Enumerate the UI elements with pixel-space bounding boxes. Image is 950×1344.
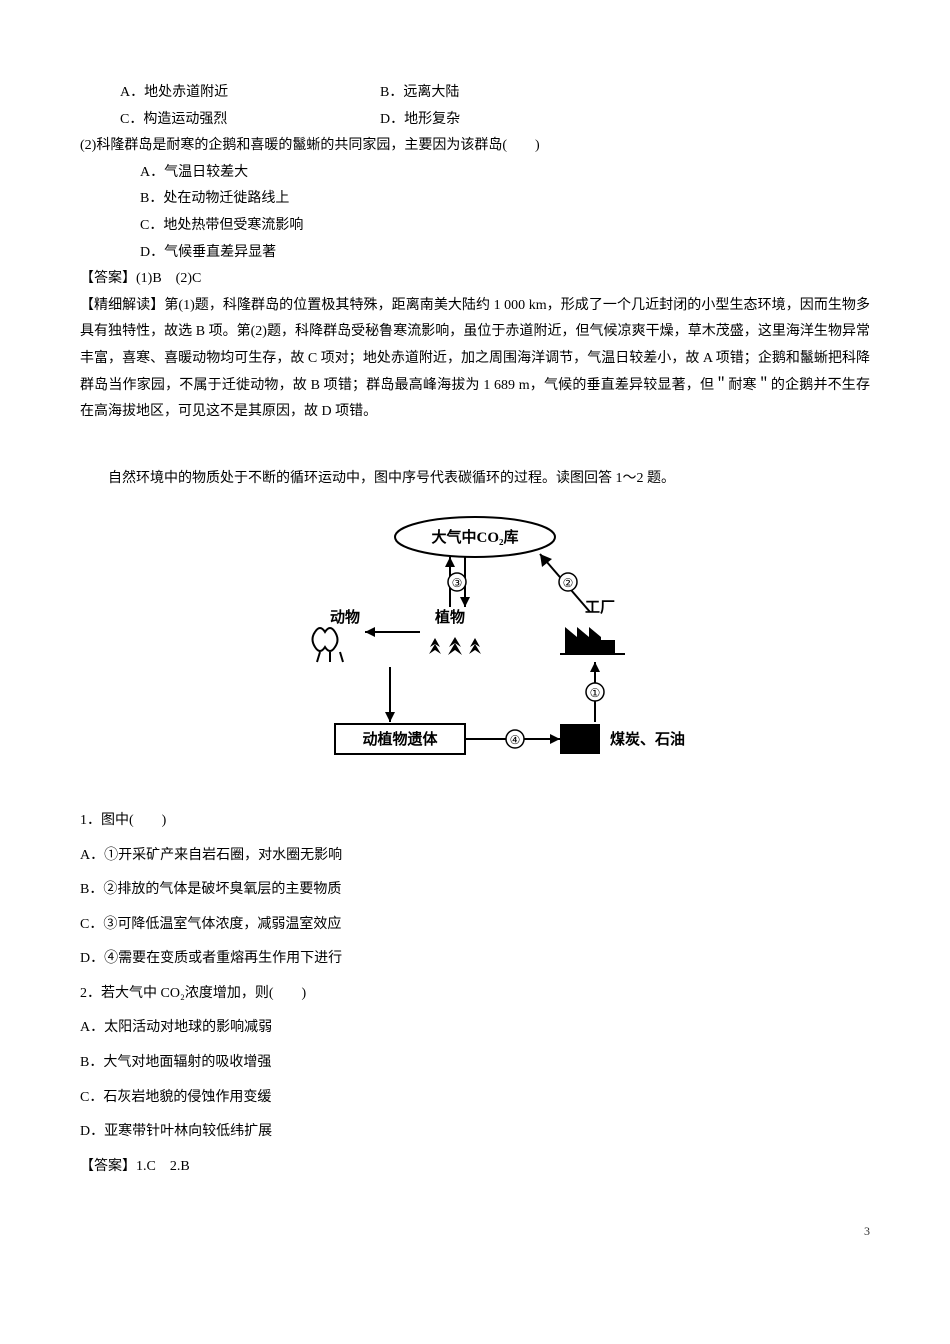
- set2-q1-a: A．①开采矿产来自岩石圈，对水圈无影响: [80, 843, 870, 870]
- q1-option-b: B．远离大陆: [380, 80, 640, 107]
- passage-2: 自然环境中的物质处于不断的循环运动中，图中序号代表碳循环的过程。读图回答 1～2…: [80, 466, 870, 493]
- set2-q1-d: D．④需要在变质或者重熔再生作用下进行: [80, 946, 870, 973]
- page-number: 3: [80, 1220, 870, 1243]
- diagram-n1: ①: [590, 686, 601, 700]
- set2-answer: 【答案】1.C 2.B: [80, 1154, 870, 1181]
- diagram-n3: ③: [452, 576, 463, 590]
- q2-option-b: B．处在动物迁徙路线上: [80, 186, 870, 213]
- set2-q2-a: A．太阳活动对地球的影响减弱: [80, 1015, 870, 1042]
- diagram-remains: 动植物遗体: [362, 730, 438, 748]
- diagram-factory: 工厂: [585, 599, 615, 616]
- question-set-2: 1．图中( ) A．①开采矿产来自岩石圈，对水圈无影响 B．②排放的气体是破坏臭…: [80, 808, 870, 1181]
- diagram-coal: 煤炭、石油: [610, 730, 685, 748]
- set2-q1-stem: 1．图中( ): [80, 808, 870, 835]
- q2-option-c: C．地处热带但受寒流影响: [80, 213, 870, 240]
- q1-option-d: D．地形复杂: [380, 107, 640, 134]
- set2-q2-c: C．石灰岩地貌的侵蚀作用变缓: [80, 1085, 870, 1112]
- set2-q1-b: B．②排放的气体是破坏臭氧层的主要物质: [80, 877, 870, 904]
- diagram-plant: 植物: [435, 608, 465, 626]
- q2-option-a: A．气温日较差大: [80, 160, 870, 187]
- diagram-animal: 动物: [330, 608, 360, 626]
- diagram-n2: ②: [563, 576, 574, 590]
- set2-q2-b: B．大气对地面辐射的吸收增强: [80, 1050, 870, 1077]
- set2-q2-d: D．亚寒带针叶林向较低纬扩展: [80, 1119, 870, 1146]
- diagram-top-label: 大气中CO₂库: [432, 528, 519, 546]
- carbon-cycle-diagram: 大气中CO₂库 ③ ② 动物 植物 工厂 ①: [80, 512, 870, 783]
- q1-option-row-2: C．构造运动强烈 D．地形复杂: [80, 107, 870, 134]
- q2-stem: (2)科隆群岛是耐寒的企鹅和喜暖的鬣蜥的共同家园，主要因为该群岛( ): [80, 133, 870, 160]
- answer-1: 【答案】(1)B (2)C: [80, 266, 870, 293]
- diagram-n4: ④: [510, 733, 521, 747]
- set2-q1-c: C．③可降低温室气体浓度，减弱温室效应: [80, 912, 870, 939]
- q2-option-d: D．气候垂直差异显著: [80, 240, 870, 267]
- q1-option-c: C．构造运动强烈: [120, 107, 380, 134]
- q1-option-a: A．地处赤道附近: [120, 80, 380, 107]
- explanation-1: 【精细解读】第(1)题，科隆群岛的位置极其特殊，距离南美大陆约 1 000 km…: [80, 293, 870, 426]
- q1-option-row-1: A．地处赤道附近 B．远离大陆: [80, 80, 870, 107]
- set2-q2-stem: 2．若大气中 CO₂浓度增加，则( ): [80, 981, 870, 1008]
